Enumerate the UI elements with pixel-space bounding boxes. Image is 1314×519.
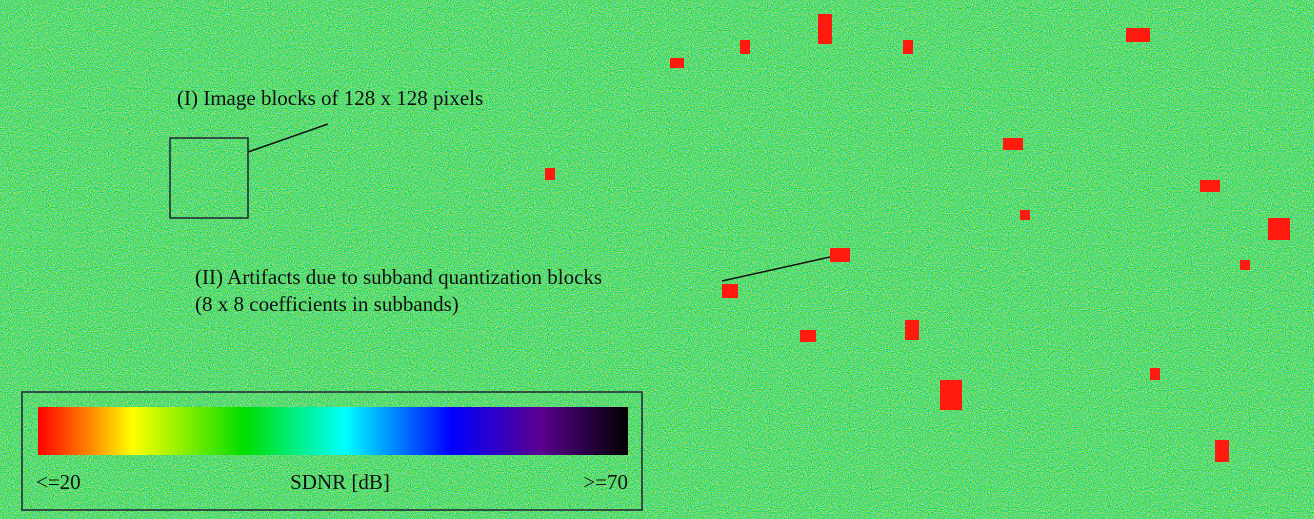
colorbar-min-label: <=20 bbox=[36, 470, 81, 494]
annotation: (II) Artifacts due to subband quantizati… bbox=[195, 265, 602, 289]
annotation: (8 x 8 coefficients in subbands) bbox=[195, 292, 459, 316]
page: (I) Image blocks of 128 x 128 pixels (II… bbox=[0, 0, 1314, 519]
colorbar-max-label: >=70 bbox=[583, 470, 628, 494]
colorbar bbox=[38, 407, 628, 455]
sdnr-map: (I) Image blocks of 128 x 128 pixels (II… bbox=[0, 0, 1314, 519]
colorbar-title: SDNR [dB] bbox=[290, 470, 390, 494]
annotation: (I) Image blocks of 128 x 128 pixels bbox=[177, 86, 483, 110]
